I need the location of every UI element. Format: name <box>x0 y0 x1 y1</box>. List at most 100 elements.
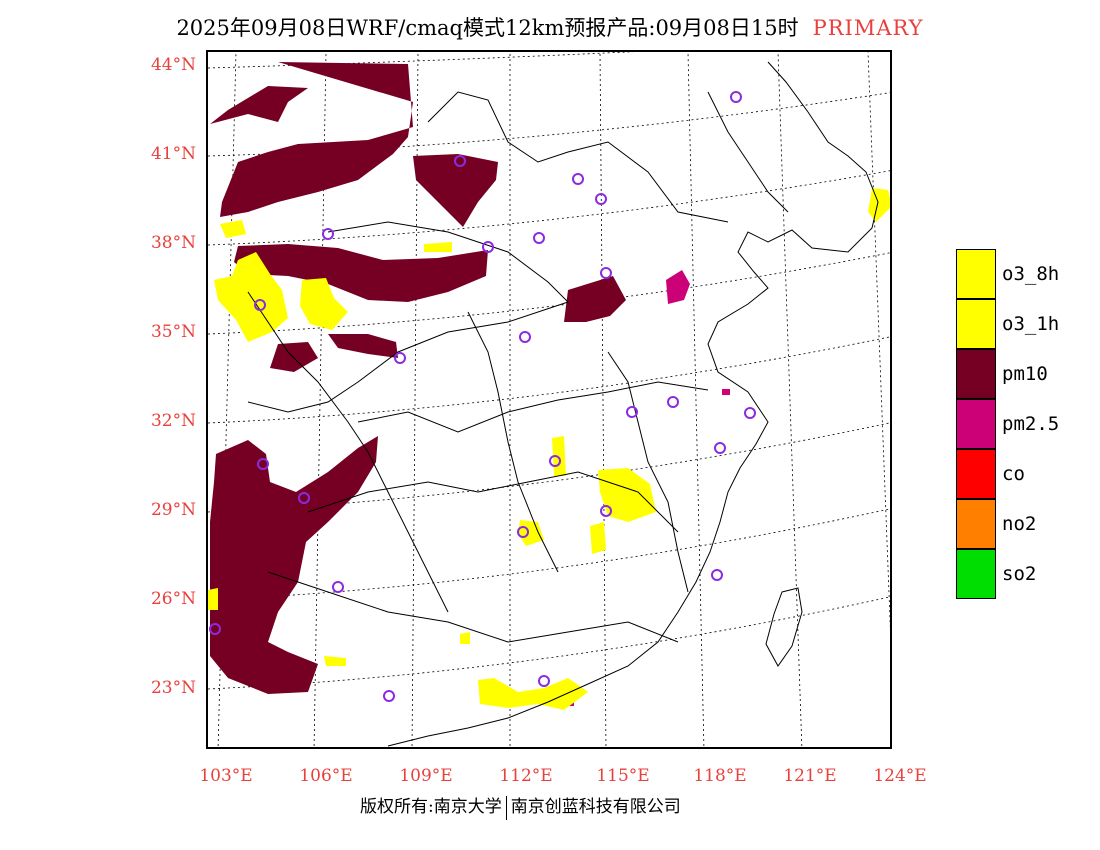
legend-swatch <box>956 399 996 449</box>
pm10-shanxi-small <box>328 334 398 358</box>
lon-label-109: 109°E <box>399 766 453 786</box>
pm10-sichuan <box>210 436 378 694</box>
o3-jiangxi-south <box>590 522 606 554</box>
lon-label-118: 118°E <box>693 766 747 786</box>
footer: 版权所有:南京大学 南京创蓝科技有限公司 <box>360 792 681 820</box>
lat-label-32: 32°N <box>150 411 196 431</box>
lat-label-44: 44°N <box>150 55 196 75</box>
stations <box>209 91 756 702</box>
o3-areas <box>208 188 890 710</box>
province-lines-north <box>427 91 729 223</box>
lon-label-121: 121°E <box>783 766 837 786</box>
province-lines-central <box>247 221 569 413</box>
lat-label-38: 38°N <box>150 233 196 253</box>
pm10-hebei-north <box>413 154 498 227</box>
lat-label-35: 35°N <box>150 322 196 342</box>
legend-label: pm10 <box>1002 363 1048 385</box>
gridline-lat-26 <box>208 508 890 601</box>
lon-label-124: 124°E <box>873 766 927 786</box>
legend-label: o3_8h <box>1002 263 1060 285</box>
o3-guangdong-coast <box>478 678 588 710</box>
footer-divider <box>505 795 507 820</box>
o3-yunnan-edge <box>208 588 218 610</box>
legend-swatch <box>956 499 996 549</box>
o3-east-coast <box>868 188 890 222</box>
station-marker <box>533 232 545 244</box>
lon-label-106: 106°E <box>299 766 353 786</box>
o3-shaanxi <box>300 278 348 330</box>
legend-swatch <box>956 449 996 499</box>
province-lines-mid <box>467 311 559 573</box>
boundaries <box>247 61 879 747</box>
lat-label-29: 29°N <box>150 500 196 520</box>
station-marker <box>730 91 742 103</box>
station-marker <box>394 352 406 364</box>
legend-swatch <box>956 549 996 599</box>
legend-swatch <box>956 299 996 349</box>
legend-label: o3_1h <box>1002 313 1060 335</box>
o3-shandong-bits <box>424 242 452 252</box>
gridline-lon-106 <box>313 52 327 747</box>
pm25-jiangsu <box>722 389 730 395</box>
station-marker <box>383 690 395 702</box>
gridline-lon-109 <box>411 52 419 747</box>
station-marker <box>482 241 494 253</box>
station-marker <box>572 173 584 185</box>
station-marker <box>298 492 310 504</box>
o3-jiangxi <box>598 468 656 522</box>
province-lines-south <box>307 471 679 533</box>
pm25-shandong-coast <box>666 270 690 304</box>
primary-tag: PRIMARY <box>812 16 924 40</box>
o3-hunan <box>518 520 544 546</box>
gridline-lat-32 <box>208 336 890 424</box>
station-marker <box>600 267 612 279</box>
lat-label-26: 26°N <box>150 589 196 609</box>
province-lines-southwest <box>267 571 679 643</box>
pm10-gansu-bits <box>270 342 318 372</box>
pm10-north-strip <box>210 86 308 124</box>
station-marker <box>714 442 726 454</box>
pm10-inner-mongolia-north <box>220 62 413 217</box>
forecast-map <box>208 52 890 747</box>
coastline <box>387 61 879 747</box>
pm10-areas <box>210 62 626 694</box>
pm10-shandong <box>564 276 626 322</box>
province-lines-far-east <box>707 91 789 213</box>
station-marker <box>744 407 756 419</box>
gridline-lon-124 <box>867 52 890 630</box>
station-marker <box>209 623 221 635</box>
province-lines-east <box>607 351 689 593</box>
legend-label: so2 <box>1002 563 1037 585</box>
legend-label: co <box>1002 463 1025 485</box>
station-marker <box>600 505 612 517</box>
lat-label-23: 23°N <box>150 678 196 698</box>
lon-label-112: 112°E <box>499 766 553 786</box>
lat-label-41: 41°N <box>150 144 196 164</box>
station-marker <box>519 331 531 343</box>
station-marker <box>626 406 638 418</box>
gridline-lat-35 <box>208 252 890 335</box>
pm10-yellow-river <box>234 244 488 302</box>
map-title-text: 2025年09月08日WRF/cmaq模式12km预报产品:09月08日15时 <box>176 16 799 40</box>
map-title: 2025年09月08日WRF/cmaq模式12km预报产品:09月08日15时 P… <box>0 12 1100 42</box>
station-marker <box>517 526 529 538</box>
map-panel <box>206 50 892 749</box>
province-lines-west <box>247 291 449 613</box>
legend-swatch <box>956 349 996 399</box>
legend-swatch <box>956 249 996 299</box>
station-marker <box>454 155 466 167</box>
province-lines-yangtze <box>357 381 709 433</box>
gridline-lon-121 <box>777 52 803 747</box>
legend-label: pm2.5 <box>1002 413 1060 435</box>
station-marker <box>549 455 561 467</box>
station-marker <box>595 193 607 205</box>
station-marker <box>257 458 269 470</box>
station-marker <box>332 581 344 593</box>
station-marker <box>711 569 723 581</box>
gridline-lon-115 <box>599 52 607 747</box>
legend-label: no2 <box>1002 513 1037 535</box>
o3-northwest-small <box>220 220 246 238</box>
company-text: 南京创蓝科技有限公司 <box>510 797 681 817</box>
o3-guangxi-bits <box>460 632 470 644</box>
station-marker <box>667 396 679 408</box>
